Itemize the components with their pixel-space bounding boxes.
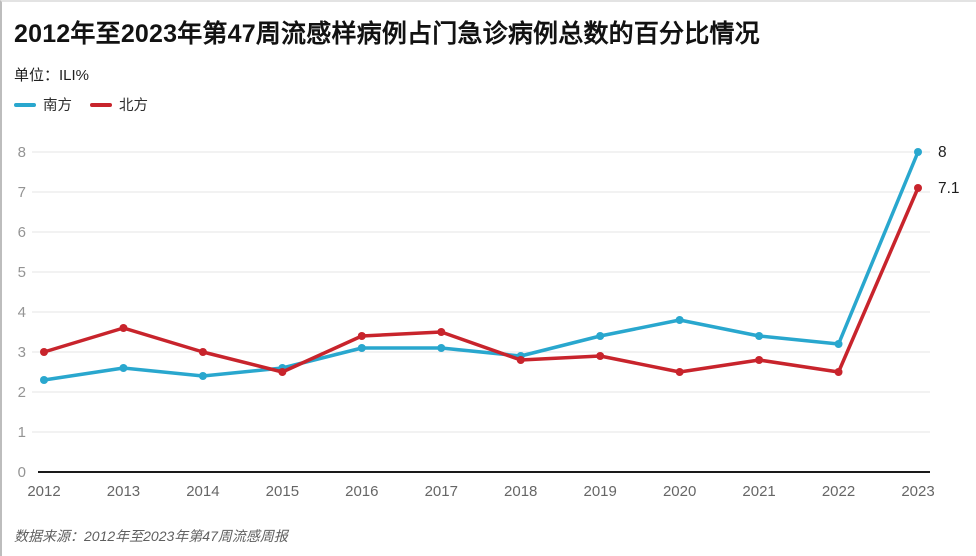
data-point-north[interactable]: [755, 356, 764, 364]
north-line-swatch: [90, 102, 112, 107]
data-point-north[interactable]: [357, 332, 366, 340]
legend-item-south[interactable]: 南方: [14, 94, 72, 115]
data-point-north[interactable]: [278, 368, 287, 376]
y-axis-tick-label: 8: [18, 144, 26, 161]
data-point-south[interactable]: [198, 372, 207, 380]
x-axis-tick-label: 2016: [345, 483, 378, 500]
data-source: 数据来源：2012年至2023年第47周流感周报: [14, 528, 288, 544]
x-axis-tick-label: 2017: [425, 483, 458, 500]
data-point-south[interactable]: [40, 376, 48, 384]
chart-title: 2012年至2023年第47周流感样病例占门急诊病例总数的百分比情况: [14, 20, 760, 48]
data-point-north[interactable]: [914, 184, 922, 192]
x-axis-tick-label: 2021: [742, 483, 775, 500]
legend-item-north[interactable]: 北方: [90, 94, 148, 115]
y-axis-tick-label: 1: [18, 424, 26, 441]
data-point-south[interactable]: [437, 344, 446, 352]
y-axis-tick-label: 7: [18, 184, 26, 201]
data-point-north[interactable]: [516, 356, 525, 364]
chart-legend: 南方 北方: [14, 94, 148, 115]
data-point-south[interactable]: [357, 344, 366, 352]
x-axis-tick-label: 2023: [901, 483, 934, 500]
x-axis-tick-label: 2012: [27, 483, 60, 500]
x-axis-tick-label: 2018: [504, 483, 537, 500]
y-axis-tick-label: 2: [18, 384, 26, 401]
y-axis-tick-label: 5: [18, 264, 26, 281]
x-axis-tick-label: 2022: [822, 483, 855, 500]
data-point-south[interactable]: [755, 332, 764, 340]
x-axis-tick-label: 2014: [186, 483, 219, 500]
series-end-value-label-south: 8: [938, 144, 947, 161]
series-end-value-label-north: 7.1: [938, 180, 960, 197]
data-point-north[interactable]: [675, 368, 684, 376]
y-axis-tick-label: 6: [18, 224, 26, 241]
data-point-south[interactable]: [914, 148, 922, 156]
south-line-swatch: [14, 102, 36, 107]
data-point-south[interactable]: [119, 364, 128, 372]
data-point-north[interactable]: [596, 352, 605, 360]
y-axis-tick-label: 4: [18, 304, 26, 321]
unit-label: 单位：ILI%: [14, 67, 90, 84]
y-axis-tick-label: 3: [18, 344, 26, 361]
y-axis-tick-label: 0: [18, 464, 26, 481]
line-chart: 0 1 2 3 4 5 6 7 8 2012 2013 2014 2015 2016 2017 2018 201…: [18, 144, 960, 500]
series-line-north: [42, 186, 920, 374]
data-point-south[interactable]: [596, 332, 605, 340]
data-point-north[interactable]: [119, 324, 128, 332]
series-line-south: [42, 150, 920, 382]
data-point-north[interactable]: [198, 348, 207, 356]
x-axis-tick-label: 2020: [663, 483, 696, 500]
x-axis-tick-label: 2015: [266, 483, 299, 500]
legend-label-south: 南方: [43, 98, 72, 114]
data-point-north[interactable]: [40, 348, 48, 356]
x-axis-tick-label: 2019: [583, 483, 616, 500]
data-point-north[interactable]: [834, 368, 843, 376]
data-point-south[interactable]: [834, 340, 843, 348]
data-point-south[interactable]: [675, 316, 684, 324]
legend-label-north: 北方: [119, 98, 148, 114]
data-point-north[interactable]: [437, 328, 446, 336]
x-axis-tick-label: 2013: [107, 483, 140, 500]
